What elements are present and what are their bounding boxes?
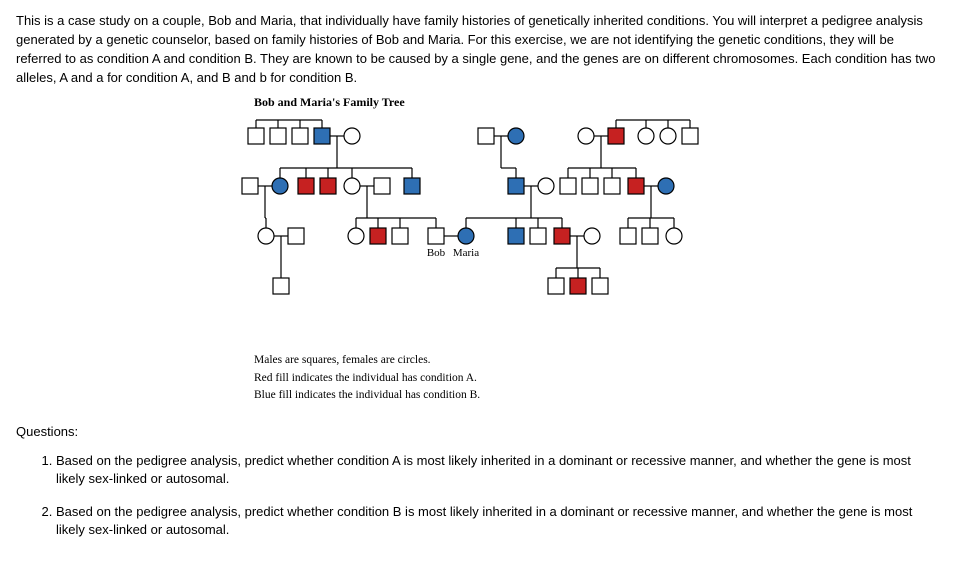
pedigree-label-maria: Maria: [453, 247, 479, 259]
pedigree-female: [538, 178, 554, 194]
pedigree-male: [628, 178, 644, 194]
legend-line-shapes: Males are squares, females are circles.: [254, 352, 940, 369]
pedigree-male: [314, 128, 330, 144]
pedigree-male: [392, 228, 408, 244]
pedigree-male: [292, 128, 308, 144]
pedigree-male: [242, 178, 258, 194]
pedigree-male: [248, 128, 264, 144]
pedigree-male: [620, 228, 636, 244]
pedigree-female: [578, 128, 594, 144]
pedigree-male: [530, 228, 546, 244]
pedigree-male: [298, 178, 314, 194]
pedigree-male: [582, 178, 598, 194]
pedigree-section: Bob and Maria's Family Tree Bob Maria Mal…: [216, 95, 940, 404]
pedigree-male: [560, 178, 576, 194]
pedigree-female: [458, 228, 474, 244]
pedigree-female: [508, 128, 524, 144]
pedigree-male: [604, 178, 620, 194]
pedigree-male: [288, 228, 304, 244]
pedigree-male: [428, 228, 444, 244]
pedigree-male: [273, 278, 289, 294]
pedigree-female: [344, 178, 360, 194]
pedigree-male: [320, 178, 336, 194]
pedigree-male: [554, 228, 570, 244]
pedigree-male: [270, 128, 286, 144]
intro-paragraph: This is a case study on a couple, Bob an…: [16, 12, 940, 87]
pedigree-legend: Males are squares, females are circles. …: [254, 352, 940, 404]
pedigree-male: [570, 278, 586, 294]
pedigree-male: [592, 278, 608, 294]
pedigree-male: [508, 228, 524, 244]
pedigree-male: [642, 228, 658, 244]
pedigree-female: [638, 128, 654, 144]
pedigree-male: [370, 228, 386, 244]
pedigree-female: [344, 128, 360, 144]
legend-line-blue: Blue fill indicates the individual has c…: [254, 387, 940, 404]
pedigree-male: [478, 128, 494, 144]
question-2: Based on the pedigree analysis, predict …: [56, 503, 940, 539]
question-list: Based on the pedigree analysis, predict …: [38, 452, 940, 539]
pedigree-female: [660, 128, 676, 144]
question-1: Based on the pedigree analysis, predict …: [56, 452, 940, 488]
legend-line-red: Red fill indicates the individual has co…: [254, 370, 940, 387]
pedigree-female: [272, 178, 288, 194]
pedigree-male: [608, 128, 624, 144]
pedigree-female: [666, 228, 682, 244]
pedigree-male: [508, 178, 524, 194]
pedigree-male: [404, 178, 420, 194]
pedigree-female: [258, 228, 274, 244]
questions-header: Questions:: [16, 424, 940, 439]
pedigree-male: [682, 128, 698, 144]
pedigree-female: [658, 178, 674, 194]
pedigree-female: [584, 228, 600, 244]
pedigree-female: [348, 228, 364, 244]
pedigree-label-bob: Bob: [427, 247, 446, 259]
pedigree-diagram: Bob Maria: [216, 116, 776, 346]
pedigree-male: [374, 178, 390, 194]
pedigree-male: [548, 278, 564, 294]
pedigree-title: Bob and Maria's Family Tree: [254, 95, 940, 110]
